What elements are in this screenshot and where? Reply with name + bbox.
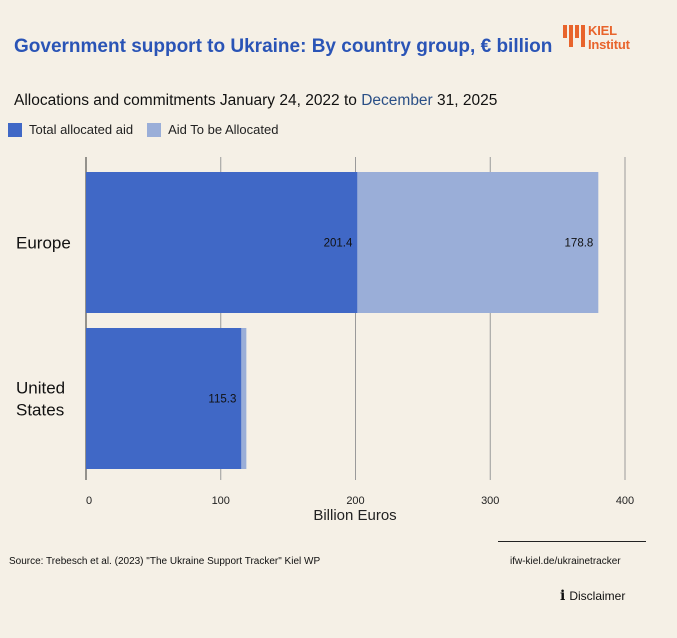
category-label: States [16, 401, 64, 420]
disclaimer-button[interactable]: i Disclaimer [560, 588, 625, 604]
tracker-link[interactable]: ifw-kiel.de/ukrainetracker [510, 556, 621, 567]
legend-swatch-to-be-allocated [147, 122, 162, 137]
bar-allocated-0[interactable] [86, 172, 358, 313]
logo-line-1: KIEL [588, 23, 617, 38]
logo-line-2: Institut [588, 36, 630, 52]
footer-divider [498, 541, 646, 542]
bar-allocated-1[interactable] [86, 328, 242, 469]
info-icon: i [560, 588, 566, 604]
x-tick-label: 200 [346, 495, 364, 507]
chart-legend: Total allocated aid Aid To be Allocated [8, 122, 292, 137]
disclaimer-label: Disclaimer [569, 589, 626, 603]
subtitle-highlight: December [361, 92, 433, 109]
kiel-logo[interactable]: KIEL Institut [562, 24, 646, 54]
bar-to-be-allocated-1[interactable] [241, 328, 247, 469]
x-axis-label: Billion Euros [313, 507, 396, 524]
category-label: Europe [16, 234, 71, 253]
bar-value-label: 201.4 [324, 238, 353, 250]
subtitle-prefix: Allocations and commitments January 24, … [14, 92, 362, 109]
x-tick-label: 0 [86, 495, 92, 507]
kiel-logo-text: KIEL Institut [588, 24, 630, 51]
x-tick-label: 400 [616, 495, 634, 507]
x-tick-label: 100 [212, 495, 230, 507]
legend-item-allocated[interactable]: Total allocated aid [8, 122, 133, 137]
bar-to-be-allocated-0[interactable] [357, 172, 599, 313]
bar-value-label: 115.3 [208, 394, 236, 406]
x-tick-label: 300 [481, 495, 499, 507]
bar-chart: 0 100 200 300 400 Billion Euros 201.4 178.8 Euro… [16, 157, 634, 524]
legend-swatch-allocated [8, 122, 22, 137]
subtitle-suffix: 31, 2025 [432, 92, 498, 109]
legend-label-allocated: Total allocated aid [29, 122, 134, 137]
source-note: Source: Trebesch et al. (2023) "The Ukra… [9, 556, 321, 567]
category-label: United [16, 379, 65, 398]
bar-value-label: 178.8 [565, 238, 594, 250]
chart-title: Government support to Ukraine: By countr… [14, 36, 553, 57]
legend-label-to-be-allocated: Aid To be Allocated [168, 122, 279, 137]
chart-subtitle: Allocations and commitments January 24, … [14, 92, 497, 110]
legend-item-to-be-allocated[interactable]: Aid To be Allocated [147, 122, 278, 137]
kiel-logo-icon [563, 25, 585, 47]
